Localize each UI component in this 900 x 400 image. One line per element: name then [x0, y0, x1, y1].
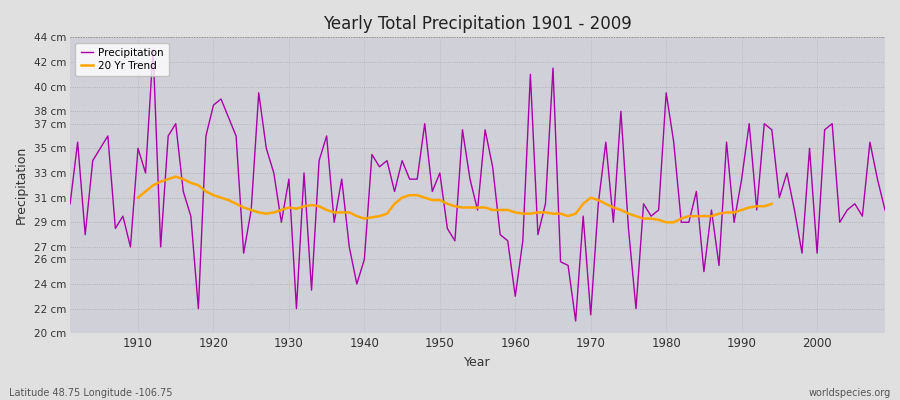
- 20 Yr Trend: [661, 220, 671, 225]
- Title: Yearly Total Precipitation 1901 - 2009: Yearly Total Precipitation 1901 - 2009: [323, 15, 632, 33]
- 20 Yr Trend: [337, 210, 347, 215]
- X-axis label: Year: Year: [464, 356, 491, 369]
- 20 Yr Trend: [359, 216, 370, 221]
- 20 Yr Trend: [328, 210, 339, 215]
- Precipitation: [299, 170, 310, 175]
- 20 Yr Trend: [767, 202, 778, 206]
- 20 Yr Trend: [132, 195, 143, 200]
- Legend: Precipitation, 20 Yr Trend: Precipitation, 20 Yr Trend: [76, 42, 169, 76]
- Precipitation: [518, 238, 528, 243]
- 20 Yr Trend: [170, 174, 181, 179]
- Precipitation: [344, 244, 355, 249]
- Precipitation: [571, 318, 581, 323]
- 20 Yr Trend: [246, 208, 256, 212]
- Precipitation: [65, 202, 76, 206]
- Text: worldspecies.org: worldspecies.org: [809, 388, 891, 398]
- 20 Yr Trend: [743, 205, 754, 210]
- Line: Precipitation: Precipitation: [70, 50, 885, 321]
- 20 Yr Trend: [457, 205, 468, 210]
- Precipitation: [148, 47, 158, 52]
- Precipitation: [879, 208, 890, 212]
- Y-axis label: Precipitation: Precipitation: [15, 146, 28, 224]
- Precipitation: [125, 244, 136, 249]
- Line: 20 Yr Trend: 20 Yr Trend: [138, 177, 772, 222]
- Text: Latitude 48.75 Longitude -106.75: Latitude 48.75 Longitude -106.75: [9, 388, 173, 398]
- Precipitation: [616, 109, 626, 114]
- Precipitation: [510, 294, 521, 299]
